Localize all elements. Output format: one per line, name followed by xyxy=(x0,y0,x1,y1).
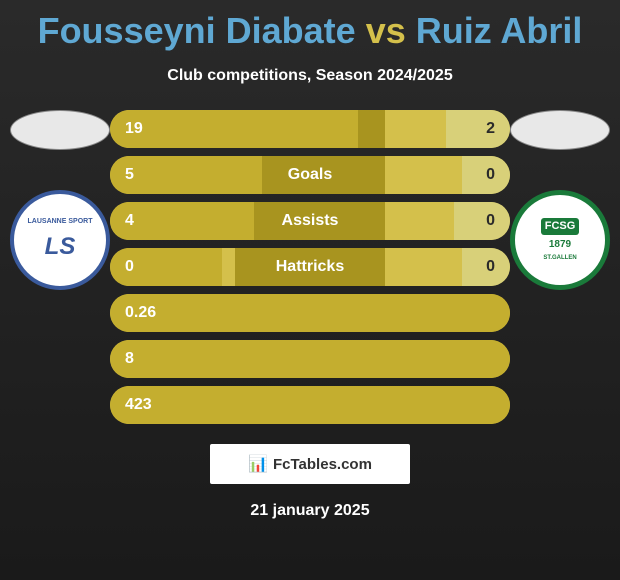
right-club-logo: FCSG 1879 ST.GALLEN xyxy=(510,190,610,290)
left-club-text: LAUSANNE SPORT LS xyxy=(23,213,98,266)
stat-right-value: 2 xyxy=(446,110,510,148)
subtitle: Club competitions, Season 2024/2025 xyxy=(0,67,620,85)
stat-left-value: 0 xyxy=(110,248,222,286)
stat-left-value: 5 xyxy=(110,156,262,194)
stat-left-value: 8 xyxy=(110,340,510,378)
chart-icon: 📊 xyxy=(248,454,268,474)
stat-right-value: 0 xyxy=(454,202,510,240)
stat-row: 50Goals xyxy=(110,156,510,194)
stat-row: 0.26Goals per match xyxy=(110,294,510,332)
right-flag-icon xyxy=(510,110,610,150)
stat-left-value: 423 xyxy=(110,386,510,424)
main-content: LAUSANNE SPORT LS FCSG 1879 ST.GALLEN 19… xyxy=(0,110,620,424)
stat-left-value: 4 xyxy=(110,202,254,240)
stat-row: 0 0 Hattricks xyxy=(110,248,510,286)
comparison-title: Fousseyni Diabate vs Ruiz Abril xyxy=(0,0,620,52)
stat-row: 192Matches xyxy=(110,110,510,148)
stat-right-value: 0 xyxy=(462,156,510,194)
stat-left-value: 0.26 xyxy=(110,294,510,332)
stat-row: 423Min per goal xyxy=(110,386,510,424)
vs-text: vs xyxy=(366,10,406,51)
player1-name: Fousseyni Diabate xyxy=(38,10,356,51)
stat-right-value: 0 xyxy=(462,248,510,286)
date-text: 21 january 2025 xyxy=(0,502,620,520)
left-club-logo: LAUSANNE SPORT LS xyxy=(10,190,110,290)
stat-label: Hattricks xyxy=(235,248,385,286)
stat-row: 4 0 Assists xyxy=(110,202,510,240)
brand-text: FcTables.com xyxy=(273,456,372,473)
left-badge-area: LAUSANNE SPORT LS xyxy=(10,110,110,290)
right-badge-area: FCSG 1879 ST.GALLEN xyxy=(510,110,610,290)
left-flag-icon xyxy=(10,110,110,150)
stat-row: 8Shots per goal xyxy=(110,340,510,378)
stat-label: Assists xyxy=(235,202,385,240)
stat-left-value: 19 xyxy=(110,110,358,148)
fctables-brand[interactable]: 📊 FcTables.com xyxy=(210,444,410,484)
player2-name: Ruiz Abril xyxy=(416,10,583,51)
right-club-text: FCSG 1879 ST.GALLEN xyxy=(536,213,585,267)
stats-container: 192Matches50Goals40Assists00Hattricks0.2… xyxy=(110,110,510,424)
